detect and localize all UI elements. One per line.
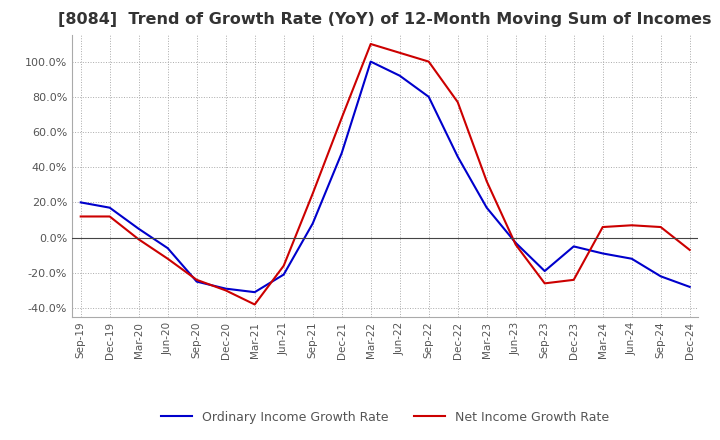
Net Income Growth Rate [135,237,143,242]
Net Income Growth Rate [570,277,578,282]
Net Income Growth Rate [279,263,288,268]
Net Income Growth Rate [308,191,317,196]
Ordinary Income Growth Rate [570,244,578,249]
Ordinary Income Growth Rate [685,284,694,290]
Net Income Growth Rate [511,242,520,247]
Net Income Growth Rate [395,50,404,55]
Ordinary Income Growth Rate [279,272,288,277]
Ordinary Income Growth Rate [657,274,665,279]
Net Income Growth Rate [192,277,201,282]
Ordinary Income Growth Rate [105,205,114,210]
Net Income Growth Rate [221,288,230,293]
Net Income Growth Rate [657,224,665,230]
Ordinary Income Growth Rate [598,251,607,256]
Ordinary Income Growth Rate [454,154,462,159]
Net Income Growth Rate [163,256,172,261]
Title: [8084]  Trend of Growth Rate (YoY) of 12-Month Moving Sum of Incomes: [8084] Trend of Growth Rate (YoY) of 12-… [58,12,712,27]
Ordinary Income Growth Rate [192,279,201,284]
Ordinary Income Growth Rate [251,290,259,295]
Ordinary Income Growth Rate [76,200,85,205]
Ordinary Income Growth Rate [627,256,636,261]
Legend: Ordinary Income Growth Rate, Net Income Growth Rate: Ordinary Income Growth Rate, Net Income … [156,406,614,429]
Ordinary Income Growth Rate [338,150,346,156]
Ordinary Income Growth Rate [511,240,520,246]
Net Income Growth Rate [366,41,375,47]
Net Income Growth Rate [685,247,694,253]
Ordinary Income Growth Rate [366,59,375,64]
Net Income Growth Rate [338,115,346,121]
Net Income Growth Rate [105,214,114,219]
Ordinary Income Growth Rate [541,268,549,274]
Net Income Growth Rate [541,281,549,286]
Ordinary Income Growth Rate [135,226,143,231]
Ordinary Income Growth Rate [221,286,230,291]
Ordinary Income Growth Rate [482,205,491,210]
Line: Net Income Growth Rate: Net Income Growth Rate [81,44,690,304]
Net Income Growth Rate [424,59,433,64]
Line: Ordinary Income Growth Rate: Ordinary Income Growth Rate [81,62,690,292]
Net Income Growth Rate [482,179,491,184]
Net Income Growth Rate [76,214,85,219]
Ordinary Income Growth Rate [395,73,404,78]
Net Income Growth Rate [627,223,636,228]
Net Income Growth Rate [598,224,607,230]
Ordinary Income Growth Rate [424,94,433,99]
Ordinary Income Growth Rate [163,246,172,251]
Ordinary Income Growth Rate [308,221,317,226]
Net Income Growth Rate [454,99,462,105]
Net Income Growth Rate [251,302,259,307]
